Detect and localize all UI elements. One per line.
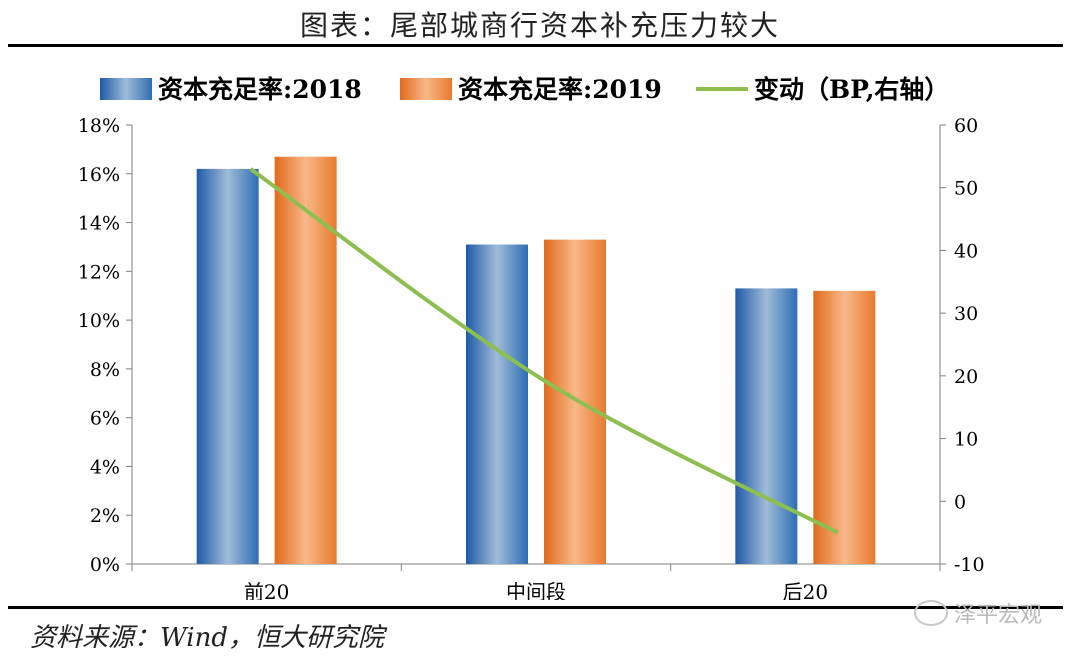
legend-swatch-0	[100, 78, 152, 100]
watermark: 泽平宏观	[913, 597, 1042, 629]
left-axis: 0% 2% 4% 6% 8% 10% 12% 14% 16% 18%	[78, 115, 133, 576]
change-line	[249, 167, 839, 535]
right-tick-label: -10	[954, 554, 985, 576]
bar-2019-2	[813, 290, 876, 564]
bar-2018-1	[466, 244, 528, 564]
bars	[196, 156, 876, 564]
change-line-path	[249, 167, 839, 535]
left-tick-label: 6%	[90, 408, 120, 430]
page-title: 图表：尾部城商行资本补充压力较大	[299, 9, 780, 42]
right-axis: -10 0 10 20 30 40 50 60	[939, 115, 985, 576]
right-tick-label: 10	[954, 429, 978, 451]
legend: 资本充足率:2018 资本充足率:2019 变动（BP,右轴）	[100, 75, 949, 104]
right-tick-label: 20	[954, 366, 978, 388]
wechat-icon	[913, 600, 948, 626]
bar-2018-0	[196, 168, 259, 564]
right-tick-label: 60	[954, 115, 978, 137]
legend-label-1: 资本充足率:2019	[458, 75, 662, 104]
watermark-text: 泽平宏观	[953, 603, 1042, 628]
legend-label-2: 变动（BP,右轴）	[754, 75, 949, 104]
legend-swatch-1	[400, 78, 452, 100]
right-tick-label: 0	[954, 491, 966, 513]
left-tick-label: 2%	[90, 505, 120, 527]
legend-label-0: 资本充足率:2018	[158, 75, 362, 104]
bottom-rule	[8, 606, 1063, 609]
x-tick-label: 后20	[783, 580, 828, 600]
left-tick-label: 14%	[78, 213, 120, 235]
bar-2018-2	[735, 288, 798, 564]
x-axis: 前20 中间段 后20	[131, 563, 941, 600]
x-tick-label: 中间段	[506, 580, 566, 600]
left-tick-label: 12%	[78, 261, 120, 283]
left-tick-label: 8%	[90, 359, 120, 381]
x-tick-label: 前20	[244, 580, 289, 600]
left-tick-label: 4%	[90, 456, 120, 478]
right-tick-label: 50	[954, 178, 978, 200]
left-tick-label: 0%	[90, 554, 120, 576]
right-tick-label: 30	[954, 303, 978, 325]
right-tick-label: 40	[954, 240, 978, 262]
bar-2019-1	[544, 239, 606, 564]
bar-2019-0	[274, 156, 337, 564]
left-tick-label: 10%	[78, 310, 120, 332]
left-tick-label: 16%	[78, 164, 120, 186]
left-tick-label: 18%	[78, 115, 120, 137]
chart: 资本充足率:2018 资本充足率:2019 变动（BP,右轴） 0% 2% 4% 6% 8%…	[78, 75, 985, 600]
source-note: 资料来源：Wind，恒大研究院	[30, 623, 384, 653]
top-rule	[8, 44, 1063, 47]
